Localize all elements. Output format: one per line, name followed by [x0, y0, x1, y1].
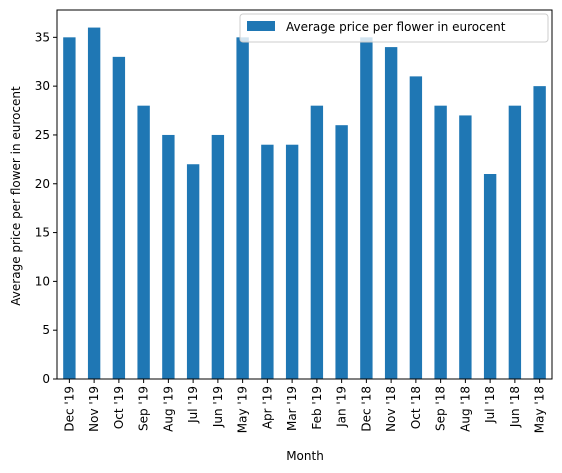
bar [360, 37, 373, 379]
x-tick-label: Jun '18 [508, 386, 522, 428]
bar [63, 37, 76, 379]
y-tick-label: 5 [42, 323, 50, 337]
x-tick-label: Aug '19 [161, 386, 175, 432]
x-tick-label: Jun '19 [211, 386, 225, 428]
x-tick-label: Apr '19 [260, 386, 274, 429]
x-tick-label: Aug '18 [458, 386, 472, 432]
x-tick-label: Sep '18 [434, 386, 448, 431]
legend-box [239, 13, 549, 43]
x-tick-label: May '18 [533, 386, 547, 433]
x-tick-label: Sep '19 [137, 386, 151, 431]
bar [162, 134, 175, 379]
bar [483, 174, 497, 379]
x-tick-label: Dec '18 [359, 386, 373, 432]
y-tick-label: 0 [42, 372, 50, 386]
bar [533, 86, 546, 379]
x-tick-label: Oct '18 [409, 386, 423, 429]
bar [508, 105, 522, 380]
x-tick-label: Mar '19 [285, 386, 299, 431]
legend: Average price per flower in eurocent [239, 13, 549, 43]
x-tick-label: Dec '19 [62, 386, 76, 432]
bar [261, 144, 274, 379]
x-tick-label: Feb '19 [310, 386, 324, 430]
bar [384, 47, 398, 379]
x-tick-label: Jan '19 [335, 386, 349, 428]
bar [434, 105, 447, 380]
x-axis-label: Month [286, 449, 324, 463]
y-tick-label: 25 [35, 128, 50, 142]
bar [112, 56, 126, 380]
x-tick-label: May '19 [236, 386, 250, 433]
bar [236, 37, 249, 379]
bar [335, 125, 348, 379]
legend-swatch [247, 21, 275, 31]
y-axis-label: Average price per flower in eurocent [9, 86, 23, 306]
legend-label: Average price per flower in eurocent [286, 20, 506, 34]
x-tick-label: Nov '19 [87, 386, 101, 432]
x-axis: Dec '19 Nov '19 Oct '19 Sep '19 Aug '19 Jul '… [62, 379, 547, 433]
y-tick-label: 35 [35, 30, 50, 44]
plot-frame [56, 9, 553, 380]
bars-group [63, 27, 546, 380]
y-axis: 0 5 10 15 20 25 30 35 [35, 30, 57, 386]
bar [137, 105, 150, 380]
y-tick-label: 30 [35, 79, 50, 93]
x-tick-label: Jul '18 [483, 386, 497, 424]
x-tick-label: Jul '19 [186, 386, 200, 424]
y-tick-label: 10 [35, 274, 50, 288]
bar [186, 164, 200, 379]
x-tick-label: Oct '19 [112, 386, 126, 429]
bar [409, 76, 423, 379]
x-tick-label: Nov '18 [384, 386, 398, 432]
bar [459, 115, 472, 380]
bar [310, 105, 324, 380]
bar [285, 144, 299, 379]
bar [211, 134, 225, 379]
bar [87, 27, 101, 379]
y-tick-label: 15 [35, 226, 50, 240]
y-tick-label: 20 [35, 177, 50, 191]
